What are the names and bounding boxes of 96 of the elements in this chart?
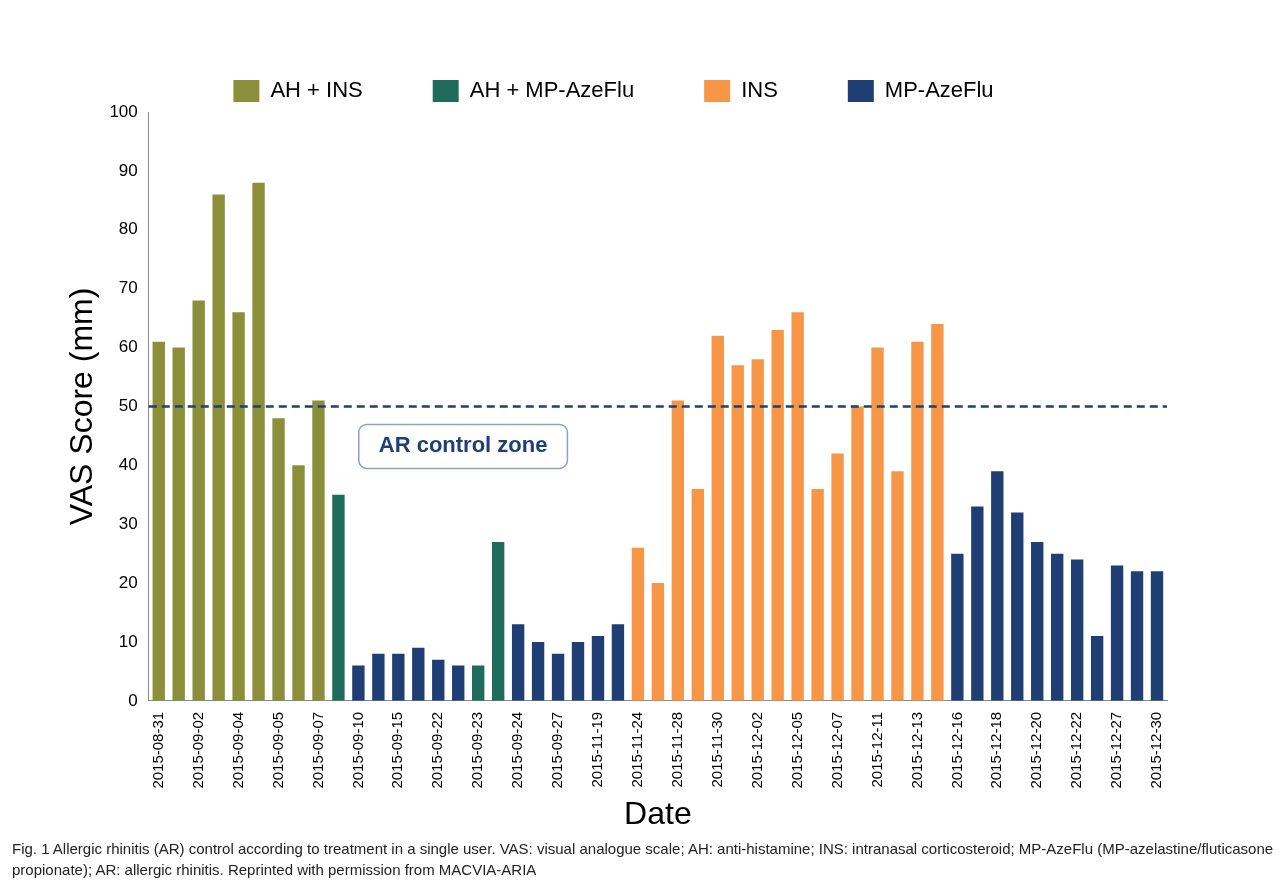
x-tick-label: 2015-12-11 [867,711,885,788]
y-tick-label: 60 [118,337,138,357]
bar [651,583,665,701]
y-tick-label: 20 [118,572,138,592]
bar [312,400,325,701]
bar [871,347,884,701]
y-tick-label: 70 [118,278,138,298]
bar [432,659,445,701]
bar [332,494,345,701]
bar [811,488,824,701]
bar [991,471,1004,701]
x-tick-label: 2015-12-16 [947,711,965,789]
y-tick-label: 90 [118,160,138,180]
bar [272,418,285,701]
legend-label: AH + MP-AzeFlu [469,77,635,103]
legend-label: INS [741,77,778,103]
x-tick-label: 2015-09-15 [388,711,406,789]
caption: Fig. 1 Allergic rhinitis (AR) control according to treatment in a single user. VAS: visual analogue scale; AH: anti-histamine; INS: intranasal corticosteroid; MP-AzeFlu (MP-azelastine/fluticasone propionate); AR: allergic rhinitis. Reprinted with permission from MACVIA-ARIA [12,839,1275,880]
bar [631,547,645,701]
bar [372,653,385,701]
bar [292,465,305,701]
bar [212,194,225,701]
bar [452,665,465,701]
y-tick-label: 0 [128,690,138,710]
bar [172,347,185,701]
bar [771,329,784,701]
bar [1150,571,1164,701]
x-tick-label: 2015-11-30 [707,711,725,788]
y-axis-title: VAS Score (mm) [63,287,100,526]
x-tick-label: 2015-12-13 [907,711,925,789]
x-tick-label: 2015-12-20 [1027,711,1045,789]
bar [1031,541,1044,701]
x-tick-label: 2015-09-05 [268,711,286,789]
y-tick-label: 10 [118,631,138,651]
bar [392,653,405,701]
bar [352,665,365,701]
bar [571,641,585,701]
x-tick-label: 2015-12-07 [827,711,845,789]
x-tick-label: 2015-09-27 [548,711,566,789]
y-tick-label: 100 [109,101,138,121]
bar [491,541,505,701]
bar [412,647,425,701]
bar [152,341,165,701]
x-tick-label: 2015-12-22 [1067,711,1085,789]
bar [831,453,844,701]
bar [611,624,625,701]
bar [511,624,525,701]
x-tick-label: 2015-12-18 [987,711,1005,789]
bar [1110,565,1124,701]
bar [472,665,485,701]
x-tick-label: 2015-09-22 [428,711,446,789]
bar [1090,636,1104,701]
y-tick-label: 40 [118,455,138,475]
ref-line-label: AR control zone [378,432,548,458]
bar [931,323,944,701]
bar [891,471,904,701]
x-tick-label: 2015-08-31 [148,711,166,789]
x-tick-label: 2015-09-23 [468,711,486,789]
bar [671,400,685,701]
x-tick-label: 2015-12-05 [787,711,805,789]
bar [751,359,764,701]
x-tick-label: 2015-09-04 [228,711,246,789]
x-tick-label: 2015-09-07 [308,711,326,789]
bar [731,365,744,701]
bar [531,641,545,701]
bar [1051,553,1064,701]
x-tick-label: 2015-09-10 [348,711,366,789]
x-axis-title: Date [624,794,692,831]
x-tick-label: 2015-12-02 [747,711,765,789]
bar [591,636,605,701]
bar [691,488,704,701]
bar [971,506,984,701]
bar [951,553,964,701]
bar [551,653,565,701]
x-tick-label: 2015-12-30 [1147,711,1165,789]
bar [791,312,804,701]
x-tick-label: 2015-09-24 [508,711,526,789]
bar [911,341,924,701]
x-tick-label: 2015-09-02 [188,711,206,789]
bar [1011,512,1024,701]
bar [1070,559,1084,701]
bar [1130,571,1144,701]
y-tick-label: 30 [118,513,138,533]
bar [192,300,205,701]
x-tick-label: 2015-11-19 [588,711,606,788]
legend-label: AH + INS [270,77,363,103]
bar [232,312,245,701]
y-tick-label: 80 [118,219,138,239]
x-tick-label: 2015-11-28 [667,711,685,788]
bar [711,335,724,701]
y-tick-label: 50 [118,396,138,416]
bar [851,406,864,701]
x-tick-label: 2015-11-24 [628,711,646,788]
bar [252,182,265,701]
x-tick-label: 2015-12-27 [1107,711,1125,789]
legend-label: MP-AzeFlu [884,77,994,103]
